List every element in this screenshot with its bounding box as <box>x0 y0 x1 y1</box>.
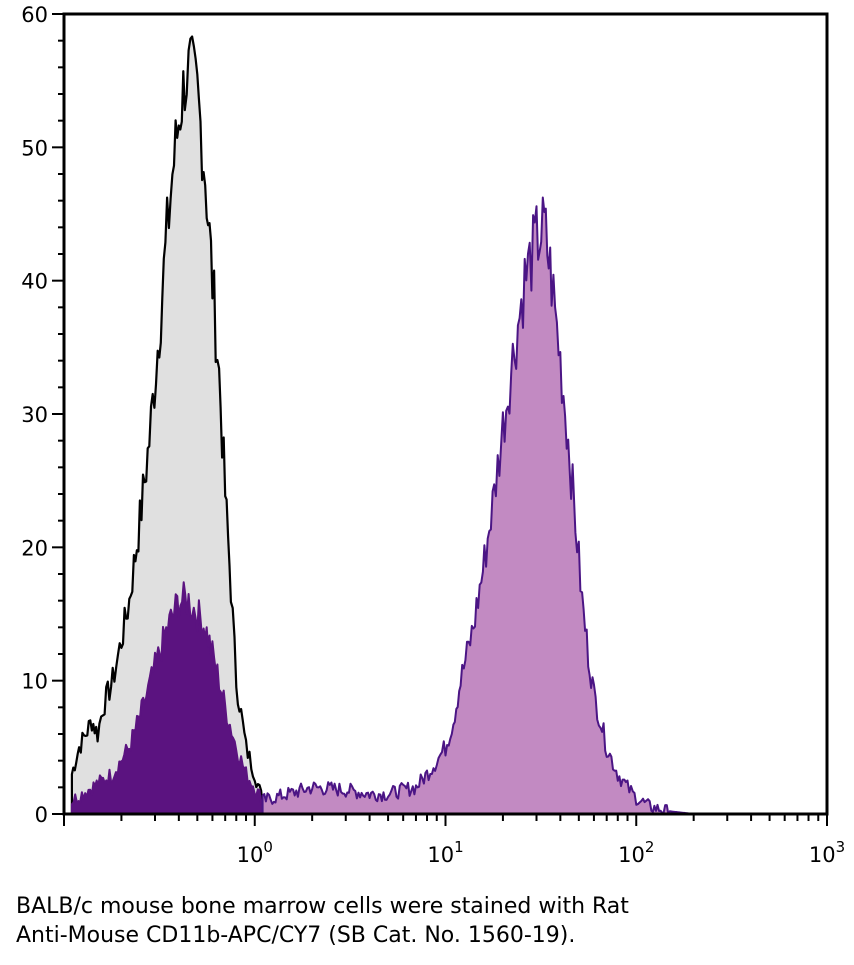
y-axis: 0 10 20 30 40 50 60 <box>21 3 64 827</box>
x-tick-label: 103 <box>809 838 845 867</box>
x-tick-label: 101 <box>427 838 463 867</box>
x-tick-label: 100 <box>237 838 273 867</box>
histogram-series-stained-population-low <box>70 581 278 815</box>
histogram-series-unstained-control <box>70 35 278 816</box>
y-tick-label: 30 <box>21 403 48 427</box>
caption-line-2: Anti-Mouse CD11b-APC/CY7 (SB Cat. No. 15… <box>16 923 576 948</box>
figure-caption: BALB/c mouse bone marrow cells were stai… <box>16 892 846 950</box>
series-layer <box>70 35 695 816</box>
y-tick-label: 20 <box>21 536 48 560</box>
caption-line-1: BALB/c mouse bone marrow cells were stai… <box>16 894 629 919</box>
y-tick-label: 10 <box>21 670 48 694</box>
y-tick-label: 0 <box>35 803 48 827</box>
y-tick-label: 40 <box>21 270 48 294</box>
y-tick-label: 60 <box>21 3 48 27</box>
histogram-chart: 0 10 20 30 40 50 60 100 101 102 103 <box>21 3 845 867</box>
histogram-series-stained-population-high <box>261 196 695 815</box>
x-tick-label: 102 <box>618 838 654 867</box>
x-axis: 100 101 102 103 <box>63 814 845 867</box>
y-tick-label: 50 <box>21 136 48 160</box>
